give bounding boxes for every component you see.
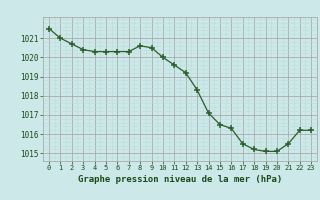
- X-axis label: Graphe pression niveau de la mer (hPa): Graphe pression niveau de la mer (hPa): [78, 175, 282, 184]
